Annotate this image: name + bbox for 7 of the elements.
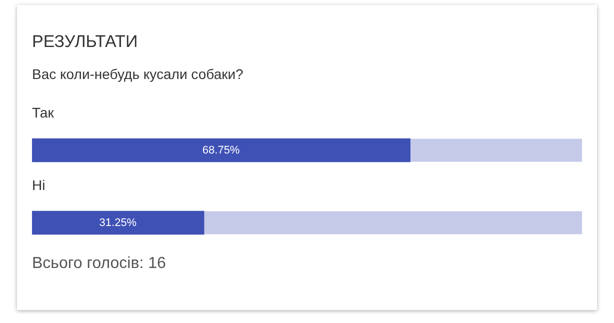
- chart-title: РЕЗУЛЬТАТИ: [32, 32, 138, 52]
- data-label: 31.25%: [99, 216, 137, 229]
- y-tick-label: Так: [32, 104, 55, 121]
- text: Всього голосів: 16: [32, 255, 166, 273]
- data-label: 68.75%: [202, 144, 240, 156]
- chart-subtitle: Вас коли-небудь кусали собаки?: [32, 66, 244, 82]
- y-tick-label: Ні: [32, 177, 46, 194]
